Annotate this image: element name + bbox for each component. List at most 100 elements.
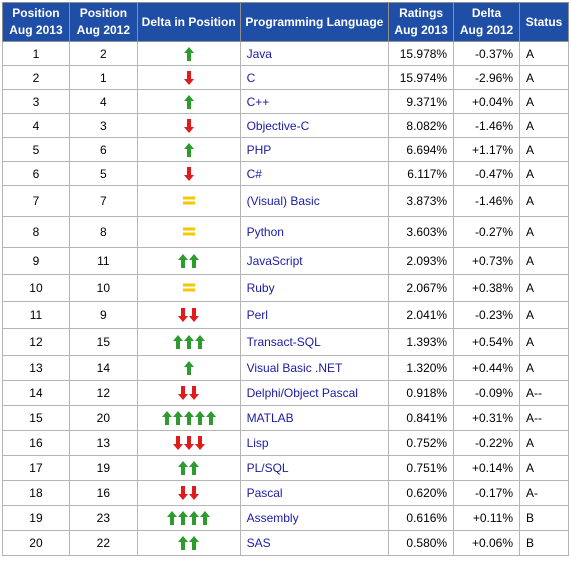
header-delta[interactable]: Delta Aug 2012 [453,2,520,42]
language-link[interactable]: Delphi/Object Pascal [246,386,358,400]
language-link[interactable]: Transact-SQL [246,335,321,349]
rating-cell: 0.620% [388,480,455,506]
position-2013-cell: 20 [2,530,70,556]
table-row: 17 19 PL/SQL 0.751% +0.14% A [2,455,569,481]
language-link[interactable]: C [246,70,256,85]
language-link[interactable]: Ruby [246,281,275,295]
language-link[interactable]: SAS [246,536,271,550]
table-row: 8 8 Python 3.603% -0.27% A [2,216,569,248]
language-link[interactable]: PL/SQL [246,461,289,475]
arrow-up-icon [183,94,194,109]
table-row: 4 3 Objective-C 8.082% -1.46% A [2,113,569,138]
table-row: 3 4 C++ 9.371% +0.04% A [2,89,569,114]
delta-cell: -0.09% [453,380,520,406]
position-2013-cell: 2 [2,65,70,90]
status-cell: B [519,530,569,556]
delta-position-cell [136,480,241,506]
language-link[interactable]: Visual Basic .NET [246,361,343,375]
position-2013-cell: 5 [2,137,70,162]
table-row: 11 9 Perl 2.041% -0.23% A [2,301,569,329]
language-cell: (Visual) Basic [239,185,390,217]
language-link[interactable]: Perl [246,308,268,322]
arrow-down-icon [172,436,205,451]
position-2013-cell: 12 [2,328,70,356]
language-link[interactable]: C++ [246,94,270,109]
language-link[interactable]: Python [246,225,284,239]
position-2012-cell: 11 [68,247,138,275]
position-2013-cell: 6 [2,161,70,186]
rating-cell: 8.082% [388,113,455,138]
arrow-down-icon [178,308,200,323]
table-row: 6 5 C# 6.117% -0.47% A [2,161,569,186]
position-2012-cell: 9 [68,301,138,329]
arrow-up-icon [178,461,200,476]
language-cell: JavaScript [239,247,390,275]
table-row: 15 20 MATLAB 0.841% +0.31% A-- [2,405,569,431]
position-2012-cell: 8 [68,216,138,248]
position-2012-cell: 15 [68,328,138,356]
rating-cell: 0.752% [388,430,455,456]
position-2012-cell: 12 [68,380,138,406]
language-link[interactable]: Java [246,46,272,61]
position-2012-cell: 5 [68,161,138,186]
table-row: 7 7 (Visual) Basic 3.873% -1.46% A [2,185,569,217]
language-link[interactable]: C# [246,166,262,181]
delta-cell: +0.73% [453,247,520,275]
header-position-2012[interactable]: Position Aug 2012 [68,2,138,42]
no-change-icon [182,227,195,236]
arrow-up-icon [178,536,200,551]
delta-cell: -0.23% [453,301,520,329]
table-body: 1 2 Java 15.978% -0.37% A 2 1 C 15.974% -2.96% A 3 4 C… [2,41,569,556]
language-link[interactable]: Pascal [246,486,283,500]
status-cell: A [519,247,569,275]
delta-position-cell [136,405,241,431]
header-delta-position[interactable]: Delta in Position [136,2,241,42]
language-cell: Perl [239,301,390,329]
position-2012-cell: 22 [68,530,138,556]
position-2013-cell: 16 [2,430,70,456]
language-link[interactable]: JavaScript [246,254,303,268]
language-cell: PHP [239,137,390,162]
delta-position-cell [136,430,241,456]
header-ratings[interactable]: Ratings Aug 2013 [388,2,455,42]
rating-cell: 0.841% [388,405,455,431]
language-link[interactable]: MATLAB [246,411,294,425]
header-language[interactable]: Programming Language [239,2,390,42]
position-2013-cell: 15 [2,405,70,431]
table-row: 2 1 C 15.974% -2.96% A [2,65,569,90]
position-2012-cell: 10 [68,274,138,302]
header-position-2013[interactable]: Position Aug 2013 [2,2,70,42]
position-2012-cell: 3 [68,113,138,138]
status-cell: A [519,185,569,217]
language-link[interactable]: (Visual) Basic [246,194,320,208]
delta-cell: -0.22% [453,430,520,456]
rating-cell: 9.371% [388,89,455,114]
arrow-up-icon [183,142,194,157]
delta-cell: +0.38% [453,274,520,302]
arrow-down-icon [183,70,194,85]
rating-cell: 15.974% [388,65,455,90]
rating-cell: 15.978% [388,41,455,66]
table-row: 20 22 SAS 0.580% +0.06% B [2,530,569,556]
position-2013-cell: 18 [2,480,70,506]
language-link[interactable]: PHP [246,142,272,157]
language-link[interactable]: Objective-C [246,118,310,133]
rating-cell: 6.694% [388,137,455,162]
status-cell: A- [519,480,569,506]
delta-cell: -0.37% [453,41,520,66]
position-2013-cell: 8 [2,216,70,248]
delta-position-cell [136,247,241,275]
status-cell: A [519,274,569,302]
language-link[interactable]: Assembly [246,511,299,525]
delta-position-cell [136,328,241,356]
delta-cell: -1.46% [453,113,520,138]
header-status[interactable]: Status [519,2,569,42]
header-row: Position Aug 2013 Position Aug 2012 Delta … [2,2,569,42]
delta-cell: +0.44% [453,355,520,381]
rating-cell: 6.117% [388,161,455,186]
arrow-up-icon [167,511,211,526]
language-link[interactable]: Lisp [246,436,269,450]
table-row: 16 13 Lisp 0.752% -0.22% A [2,430,569,456]
arrow-down-icon [178,486,200,501]
language-cell: Java [239,41,390,66]
